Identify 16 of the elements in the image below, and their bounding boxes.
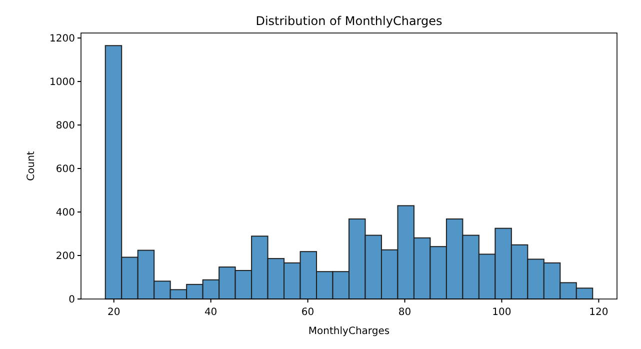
x-tick-label: 100: [492, 307, 512, 318]
y-tick-label: 400: [56, 208, 75, 218]
y-tick-label: 1000: [50, 77, 75, 88]
x-tick-label: 120: [589, 307, 608, 318]
y-tick-label: 1200: [50, 34, 75, 44]
y-tick-label: 0: [68, 294, 75, 306]
y-tick-label: 200: [56, 251, 75, 262]
y-tick-label: 600: [56, 164, 75, 175]
y-axis-title: Count: [26, 151, 37, 181]
x-tick-label: 80: [398, 307, 412, 318]
x-tick-label: 60: [301, 307, 314, 318]
x-tick-label: 40: [204, 307, 218, 318]
y-tick-label: 800: [56, 120, 75, 132]
chart-title: Distribution of MonthlyCharges: [256, 14, 442, 28]
x-axis-title: MonthlyCharges: [308, 326, 390, 337]
x-tick-label: 20: [107, 307, 120, 318]
